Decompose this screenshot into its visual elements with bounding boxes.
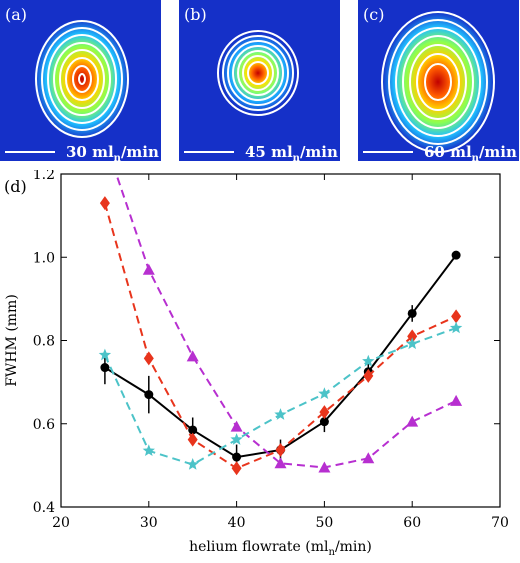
data-point <box>186 458 199 470</box>
data-point <box>188 425 198 435</box>
data-point <box>143 351 154 366</box>
data-point <box>100 363 110 373</box>
scale-label: 60 mln/min <box>424 143 517 161</box>
panel-label: (d) <box>4 177 27 196</box>
fwhm-chart-svg: (d) 20 30 40 50 60 70 0.4 0.6 0.8 1.0 1.2 helium f… <box>4 167 509 558</box>
data-point <box>230 433 243 445</box>
data-point <box>318 461 331 473</box>
panel-label: (a) <box>5 5 27 24</box>
y-tick-label: 0.6 <box>33 417 55 433</box>
heatmap-spot <box>382 12 494 152</box>
data-point <box>187 432 198 447</box>
data-point <box>449 321 463 334</box>
heatmap-spot <box>220 33 296 113</box>
data-point <box>98 348 112 361</box>
beam-profile-panel-a: (a) 30 mln/min <box>0 0 161 161</box>
data-point <box>318 387 331 400</box>
data-point <box>451 250 461 260</box>
data-point <box>99 196 110 211</box>
x-axis-label: helium flowrate (mln/min) <box>189 539 372 558</box>
data-point <box>142 444 155 457</box>
panel-label: (b) <box>184 5 207 24</box>
data-point <box>142 263 155 275</box>
fwhm-chart: (d) 20 30 40 50 60 70 0.4 0.6 0.8 1.0 1.2 helium f… <box>0 167 520 563</box>
series-line <box>115 174 457 469</box>
panel-label: (c) <box>363 5 384 24</box>
series-cyan <box>98 321 463 470</box>
data-point <box>362 452 375 464</box>
x-tick-label: 60 <box>403 515 421 531</box>
series-purple <box>115 174 463 473</box>
y-tick-label: 1.0 <box>33 250 55 266</box>
series-red <box>99 196 462 476</box>
x-tick-label: 40 <box>228 515 246 531</box>
y-tick-label: 1.2 <box>33 170 55 183</box>
y-tick-label: 0.4 <box>33 500 55 516</box>
data-point <box>451 309 462 324</box>
data-point <box>275 442 286 457</box>
beam-profile-panel-c: (c) 60 mln/min <box>358 0 519 161</box>
scale-label: 30 mln/min <box>66 143 159 161</box>
data-point <box>186 350 199 362</box>
y-tick-label: 0.8 <box>33 334 55 350</box>
x-tick-label: 20 <box>52 515 70 531</box>
data-point <box>450 394 463 406</box>
data-point <box>406 337 419 350</box>
x-tick-label: 70 <box>491 515 509 531</box>
data-point <box>231 461 242 476</box>
data-point <box>274 408 287 420</box>
x-tick-label: 30 <box>140 515 158 531</box>
data-point <box>230 420 243 432</box>
series-line <box>104 254 457 459</box>
contour-lines <box>217 30 299 116</box>
data-point <box>407 308 417 318</box>
data-point <box>407 329 418 344</box>
data-point <box>232 452 242 462</box>
data-point <box>319 405 330 420</box>
data-point <box>362 354 375 367</box>
contour-lines <box>35 20 129 138</box>
beam-profile-panel-b: (b) 45 mln/min <box>179 0 340 161</box>
data-point <box>274 457 287 469</box>
data-point <box>406 415 419 427</box>
series-black <box>100 250 461 470</box>
y-axis-label: FWHM (mm) <box>4 294 20 387</box>
scale-label: 45 mln/min <box>245 143 338 161</box>
data-point <box>319 417 329 427</box>
data-point <box>144 390 154 400</box>
contour-lines <box>381 11 495 153</box>
data-point <box>363 368 374 383</box>
x-tick-label: 50 <box>315 515 333 531</box>
